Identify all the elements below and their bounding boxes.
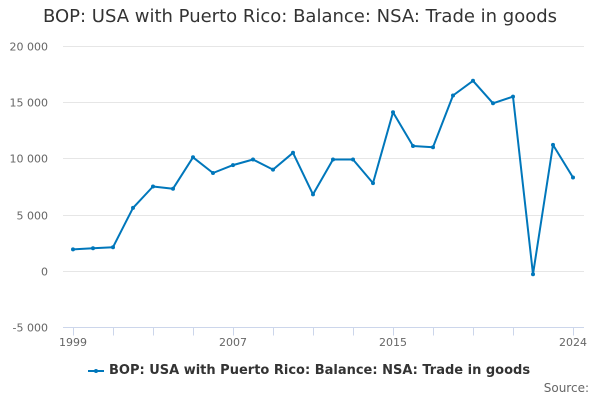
legend-line-marker-icon — [88, 367, 104, 375]
data-point[interactable] — [391, 110, 395, 115]
data-point[interactable] — [171, 186, 175, 191]
x-tick-label: 2015 — [379, 336, 407, 349]
y-tick-label: 20 000 — [10, 41, 49, 54]
y-tick-label: 15 000 — [10, 97, 49, 110]
data-point[interactable] — [411, 144, 415, 148]
data-point[interactable] — [291, 150, 295, 155]
source-label: Source: — [543, 381, 589, 395]
data-point[interactable] — [231, 163, 235, 168]
data-point[interactable] — [71, 247, 75, 252]
data-point[interactable] — [331, 157, 335, 162]
data-point[interactable] — [271, 167, 275, 172]
x-tick-label: 2007 — [219, 336, 247, 349]
x-tick-label: 2024 — [559, 336, 587, 349]
data-point[interactable] — [311, 192, 315, 197]
data-point[interactable] — [111, 245, 115, 250]
y-tick-label: 5 000 — [17, 210, 49, 223]
y-tick-label: 0 — [41, 266, 48, 279]
data-point[interactable] — [491, 101, 495, 106]
data-point[interactable] — [531, 272, 535, 277]
chart-title: BOP: USA with Puerto Rico: Balance: NSA:… — [42, 6, 558, 27]
data-point[interactable] — [551, 142, 555, 147]
data-point[interactable] — [251, 157, 255, 162]
data-point[interactable] — [431, 145, 435, 150]
data-point[interactable] — [571, 175, 575, 180]
data-point[interactable] — [191, 155, 195, 160]
legend-label: BOP: USA with Puerto Rico: Balance: NSA:… — [109, 363, 531, 378]
data-point[interactable] — [371, 181, 375, 186]
data-point[interactable] — [471, 78, 475, 83]
x-tick-label: 1999 — [59, 336, 87, 349]
x-axis: 1999 2007 2015 2024 — [59, 327, 587, 349]
series-line — [72, 79, 574, 276]
data-point[interactable] — [511, 94, 515, 99]
data-point[interactable] — [91, 246, 95, 251]
y-axis-labels: -5 000 0 5 000 10 000 15 000 20 000 — [10, 41, 49, 335]
data-point[interactable] — [151, 184, 155, 189]
data-point[interactable] — [211, 171, 215, 175]
legend-item[interactable]: BOP: USA with Puerto Rico: Balance: NSA:… — [88, 363, 530, 378]
y-tick-label: 10 000 — [10, 153, 49, 166]
grid-lines — [63, 46, 584, 272]
data-point[interactable] — [451, 93, 455, 98]
data-point[interactable] — [131, 205, 135, 210]
data-point[interactable] — [351, 157, 355, 162]
data-series — [71, 78, 575, 277]
y-tick-label: -5 000 — [13, 322, 48, 335]
